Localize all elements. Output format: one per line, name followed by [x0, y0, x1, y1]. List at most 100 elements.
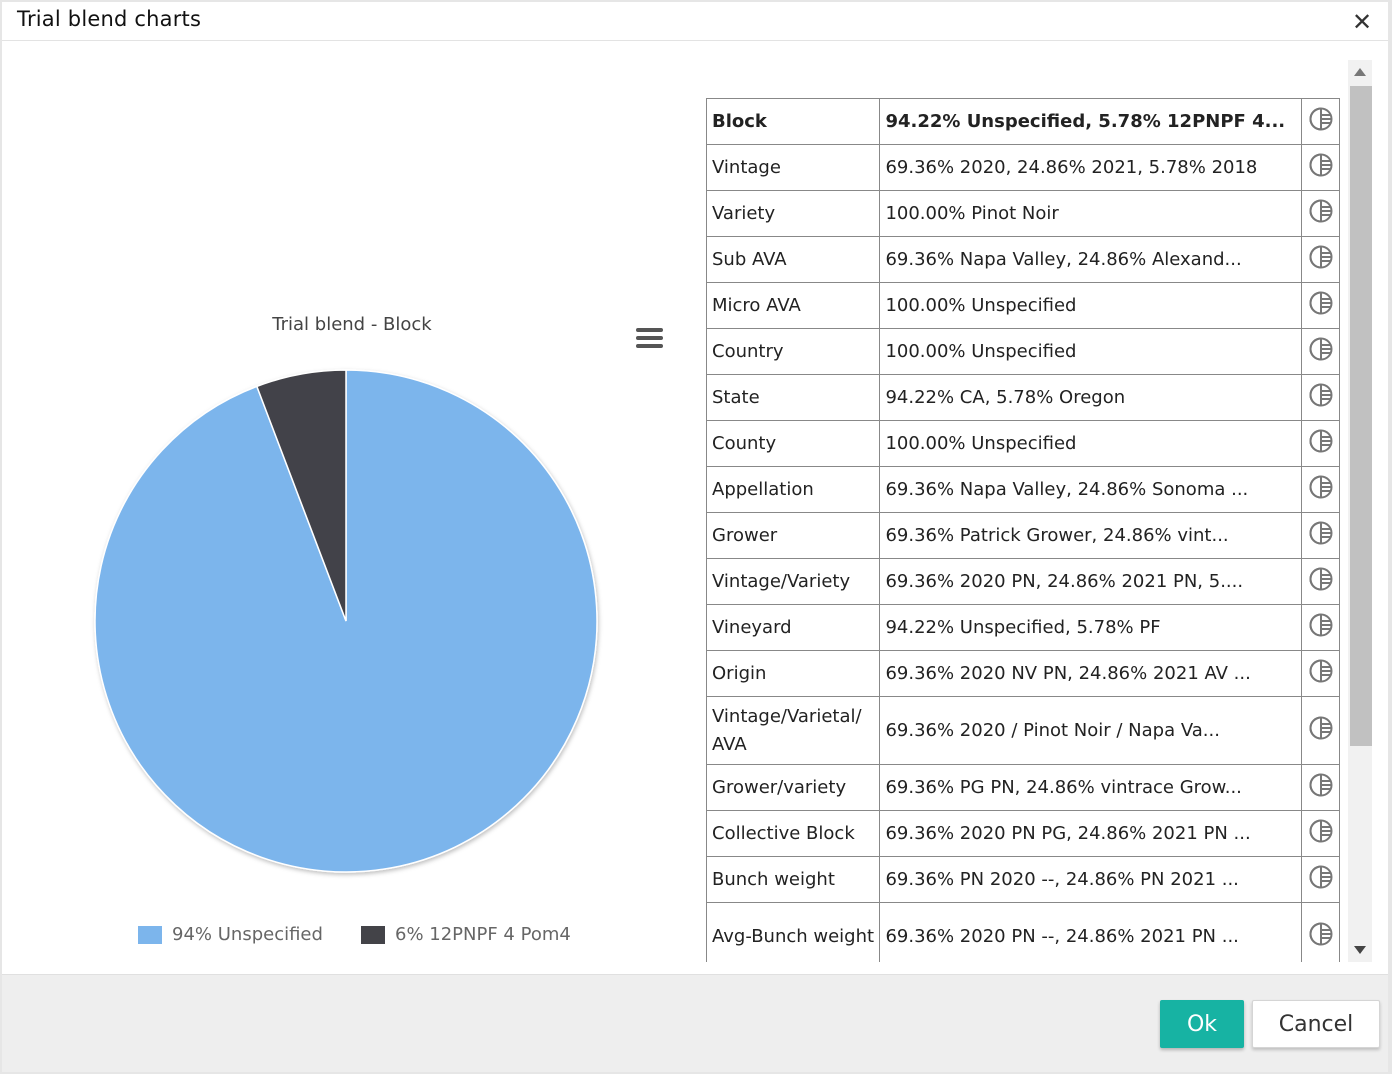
row-chart-cell: [1301, 420, 1340, 467]
row-value: 69.36% 2020 PN, 24.86% 2021 PN, 5....: [879, 558, 1303, 605]
row-label: Collective Block: [706, 810, 881, 857]
table-row: Vineyard 94.22% Unspecified, 5.78% PF: [706, 604, 1340, 651]
row-value: 100.00% Unspecified: [879, 328, 1303, 375]
row-chart-cell: [1301, 902, 1340, 962]
hamburger-menu-icon[interactable]: [636, 328, 666, 352]
pie-chart-icon[interactable]: [1308, 244, 1334, 275]
pie-chart-icon[interactable]: [1308, 921, 1334, 952]
table-scrollbar[interactable]: [1348, 60, 1372, 962]
row-label: Vintage/Variety: [706, 558, 881, 605]
pie-chart-icon[interactable]: [1308, 772, 1334, 803]
pie-chart-icon[interactable]: [1308, 864, 1334, 895]
table-row: Grower/variety 69.36% PG PN, 24.86% vintr…: [706, 764, 1340, 811]
dialog-titlebar: Trial blend charts ✕: [2, 2, 1388, 41]
blend-table: Block 94.22% Unspecified, 5.78% 12PNPF 4.…: [706, 98, 1340, 962]
table-row: Vintage/Variety 69.36% 2020 PN, 24.86% 20…: [706, 558, 1340, 605]
table-row: County 100.00% Unspecified: [706, 420, 1340, 467]
row-value: 94.22% Unspecified, 5.78% PF: [879, 604, 1303, 651]
row-value: 69.36% 2020 PN --, 24.86% 2021 PN ...: [879, 902, 1303, 962]
row-label: Variety: [706, 190, 881, 237]
row-value: 94.22% Unspecified, 5.78% 12PNPF 4...: [879, 98, 1303, 145]
pie-chart-icon[interactable]: [1308, 715, 1334, 746]
chart-title: Trial blend - Block: [272, 314, 432, 335]
row-label: State: [706, 374, 881, 421]
row-value: 100.00% Pinot Noir: [879, 190, 1303, 237]
row-value: 69.36% 2020, 24.86% 2021, 5.78% 2018: [879, 144, 1303, 191]
table-row: Avg-Bunch weight 69.36% 2020 PN --, 24.86…: [706, 902, 1340, 962]
pie-chart-icon[interactable]: [1308, 566, 1334, 597]
row-label: Vintage: [706, 144, 881, 191]
row-value: 69.36% 2020 NV PN, 24.86% 2021 AV ...: [879, 650, 1303, 697]
row-label: Vineyard: [706, 604, 881, 651]
row-label: Block: [706, 98, 881, 145]
table-row: Grower 69.36% Patrick Grower, 24.86% vint…: [706, 512, 1340, 559]
table-row: Block 94.22% Unspecified, 5.78% 12PNPF 4.…: [706, 98, 1340, 145]
pie-slice-1[interactable]: [255, 369, 347, 622]
cancel-button[interactable]: Cancel: [1252, 1000, 1380, 1048]
legend-item-unspecified[interactable]: 94% Unspecified: [138, 924, 323, 945]
row-chart-cell: [1301, 810, 1340, 857]
pie-chart-icon[interactable]: [1308, 382, 1334, 413]
row-value: 69.36% PN 2020 --, 24.86% PN 2021 ...: [879, 856, 1303, 903]
table-row: Variety 100.00% Pinot Noir: [706, 190, 1340, 237]
row-value: 69.36% Napa Valley, 24.86% Alexand...: [879, 236, 1303, 283]
close-icon[interactable]: ✕: [1351, 8, 1373, 36]
row-chart-cell: [1301, 374, 1340, 421]
table-row: State 94.22% CA, 5.78% Oregon: [706, 374, 1340, 421]
pie-chart-icon[interactable]: [1308, 290, 1334, 321]
row-value: 100.00% Unspecified: [879, 420, 1303, 467]
pie-chart-icon[interactable]: [1308, 198, 1334, 229]
row-chart-cell: [1301, 190, 1340, 237]
pie-chart-icon[interactable]: [1308, 428, 1334, 459]
row-value: 69.36% 2020 / Pinot Noir / Napa Va...: [879, 696, 1303, 765]
row-chart-cell: [1301, 856, 1340, 903]
legend-label: 6% 12PNPF 4 Pom4: [395, 924, 571, 945]
table-row: Sub AVA 69.36% Napa Valley, 24.86% Alexan…: [706, 236, 1340, 283]
table-row: Appellation 69.36% Napa Valley, 24.86% So…: [706, 466, 1340, 513]
ok-button[interactable]: Ok: [1160, 1000, 1244, 1048]
legend-swatch-12pnpf: [361, 925, 385, 944]
pie-chart: [94, 369, 598, 873]
row-label: Appellation: [706, 466, 881, 513]
row-value: 69.36% 2020 PN PG, 24.86% 2021 PN ...: [879, 810, 1303, 857]
row-chart-cell: [1301, 328, 1340, 375]
row-chart-cell: [1301, 696, 1340, 765]
legend-item-12pnpf[interactable]: 6% 12PNPF 4 Pom4: [361, 924, 571, 945]
row-label: Sub AVA: [706, 236, 881, 283]
blend-summary-table: Block 94.22% Unspecified, 5.78% 12PNPF 4.…: [706, 98, 1342, 962]
row-chart-cell: [1301, 236, 1340, 283]
row-chart-cell: [1301, 282, 1340, 329]
table-row: Vintage 69.36% 2020, 24.86% 2021, 5.78% 2…: [706, 144, 1340, 191]
pie-chart-icon[interactable]: [1308, 612, 1334, 643]
table-row: Vintage/Varietal/ AVA 69.36% 2020 / Pinot…: [706, 696, 1340, 765]
dialog-title: Trial blend charts: [17, 7, 202, 31]
pie-chart-icon[interactable]: [1308, 152, 1334, 183]
table-row: Micro AVA 100.00% Unspecified: [706, 282, 1340, 329]
row-label: Micro AVA: [706, 282, 881, 329]
table-row: Bunch weight 69.36% PN 2020 --, 24.86% PN…: [706, 856, 1340, 903]
row-chart-cell: [1301, 764, 1340, 811]
pie-chart-icon[interactable]: [1308, 658, 1334, 689]
row-value: 69.36% Napa Valley, 24.86% Sonoma ...: [879, 466, 1303, 513]
pie-chart-icon[interactable]: [1308, 520, 1334, 551]
row-label: Origin: [706, 650, 881, 697]
row-chart-cell: [1301, 512, 1340, 559]
row-chart-cell: [1301, 98, 1340, 145]
pie-chart-icon[interactable]: [1308, 106, 1334, 137]
scroll-up-icon[interactable]: [1348, 60, 1372, 84]
row-label: Country: [706, 328, 881, 375]
pie-chart-icon[interactable]: [1308, 818, 1334, 849]
pie-chart-icon[interactable]: [1308, 336, 1334, 367]
row-label: Grower/variety: [706, 764, 881, 811]
legend-label: 94% Unspecified: [172, 924, 323, 945]
row-label: Avg-Bunch weight: [706, 902, 881, 962]
scroll-thumb[interactable]: [1350, 86, 1372, 746]
pie-chart-icon[interactable]: [1308, 474, 1334, 505]
row-chart-cell: [1301, 144, 1340, 191]
row-chart-cell: [1301, 466, 1340, 513]
row-value: 69.36% PG PN, 24.86% vintrace Grow...: [879, 764, 1303, 811]
scroll-down-icon[interactable]: [1348, 938, 1372, 962]
row-value: 100.00% Unspecified: [879, 282, 1303, 329]
legend-swatch-unspecified: [138, 925, 162, 944]
